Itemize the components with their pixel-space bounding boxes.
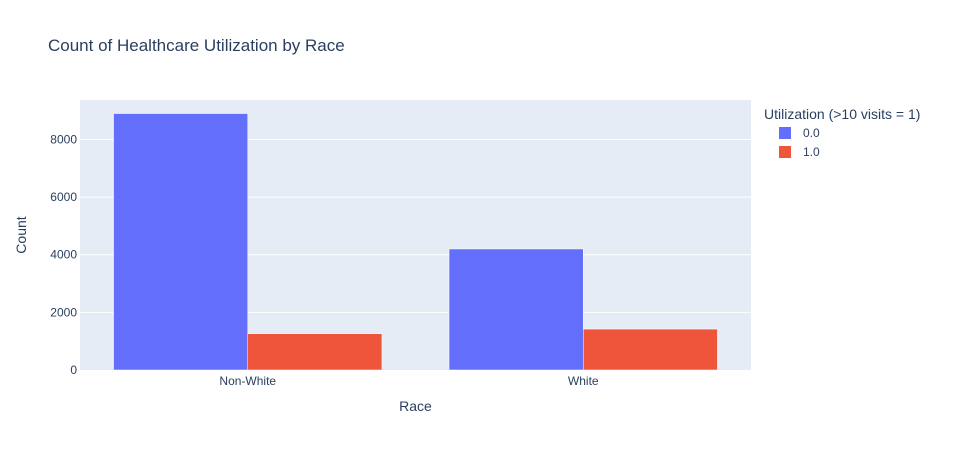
y-tick-label: 6000 [50, 190, 77, 204]
bar-non-white-1-0 [247, 333, 383, 371]
y-tick-label: 4000 [50, 248, 77, 262]
chart-title: Count of Healthcare Utilization by Race [48, 36, 345, 55]
legend-label[interactable]: 0.0 [803, 126, 820, 140]
legend-swatch[interactable] [779, 146, 791, 158]
x-tick-labels: Non-White White [219, 374, 599, 388]
bar-white-0-0 [448, 248, 584, 371]
x-tick-label: Non-White [219, 374, 276, 388]
legend-swatch[interactable] [779, 127, 791, 139]
bars [113, 113, 718, 371]
bar-non-white-0-0 [113, 113, 248, 371]
legend-title: Utilization (>10 visits = 1) [764, 106, 920, 122]
x-tick-label: White [568, 374, 599, 388]
y-tick-labels: 0 2000 4000 6000 8000 [50, 132, 77, 377]
x-axis-title: Race [399, 398, 432, 414]
y-tick-label: 0 [70, 363, 77, 377]
y-tick-label: 2000 [50, 305, 77, 319]
bar-white-1-0 [583, 328, 718, 371]
y-tick-label: 8000 [50, 132, 77, 146]
y-axis-title: Count [13, 216, 29, 253]
legend-label[interactable]: 1.0 [803, 145, 820, 159]
legend: Utilization (>10 visits = 1) 0.0 1.0 [764, 106, 920, 159]
